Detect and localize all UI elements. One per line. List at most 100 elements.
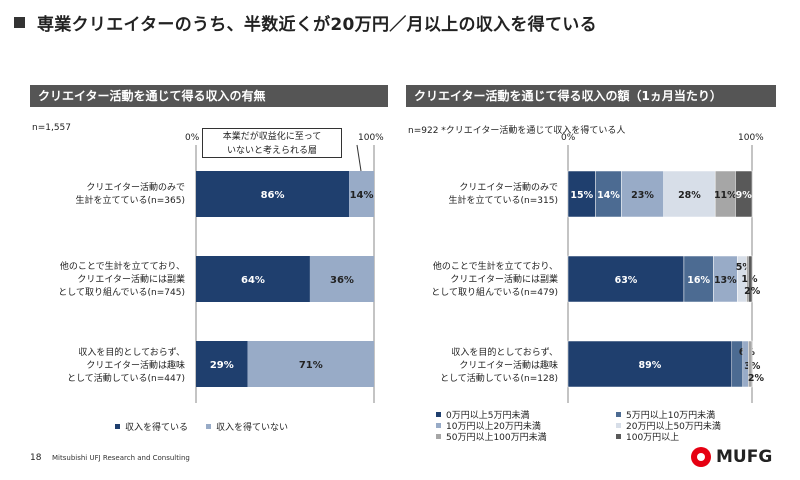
right-bar-segment	[567, 255, 685, 303]
category-line: クリエイター活動は趣味	[86, 361, 185, 371]
page-title: 専業クリエイターのうち、半数近くが20万円／月以上の収入を得ている	[37, 14, 597, 35]
left-bar-value-label: 71%	[299, 360, 323, 371]
right-sample-size: n=922 *クリエイター活動を通じて収入を得ている人	[408, 126, 626, 136]
legend-label: 収入を得ていない	[216, 423, 289, 433]
category-line: 他のことで生計を立てており、	[432, 262, 558, 272]
right-bar-segment	[567, 170, 596, 218]
mufg-logo-icon	[691, 447, 711, 467]
left-bar-value-label: 29%	[210, 360, 234, 371]
legend-item: 10万円以上20万円未満	[436, 420, 616, 432]
right-bar-value-label: 3%	[744, 361, 761, 372]
legend-label: 収入を得ている	[125, 423, 189, 433]
left-bar-value-label: 36%	[330, 275, 354, 286]
right-bar-value-label: 2%	[744, 286, 761, 297]
right-category-label-2: 他のことで生計を立てており、 クリエイター活動には副業 として取り組んでいる(n…	[408, 261, 558, 300]
legend-label: 0万円以上5万円未満	[446, 411, 530, 421]
left-panel-header: クリエイター活動を通じて得る収入の有無	[30, 85, 388, 107]
page-number: 18	[30, 453, 42, 463]
category-line: として取り組んでいる(n=745)	[58, 288, 185, 298]
right-bar-value-label: 63%	[615, 275, 638, 286]
right-bar-segment	[748, 340, 753, 388]
right-bar-value-label: 15%	[570, 190, 593, 201]
right-axis-start-label: 0%	[561, 133, 576, 143]
left-bar-segment	[309, 256, 374, 302]
left-bar-value-label: 14%	[350, 190, 374, 201]
legend-label: 20万円以上50万円未満	[626, 422, 721, 432]
company-name: Mitsubishi UFJ Research and Consulting	[52, 454, 190, 462]
left-category-label-2: 他のことで生計を立てており、 クリエイター活動には副業 として取り組んでいる(n…	[40, 261, 185, 300]
page-title-row: 専業クリエイターのうち、半数近くが20万円／月以上の収入を得ている	[14, 8, 597, 36]
legend-item: 5万円以上10万円未満	[616, 409, 746, 421]
category-line: 収入を目的としておらず、	[78, 348, 185, 358]
left-category-label-1: クリエイター活動のみで 生計を立てている(n=365)	[40, 182, 185, 208]
left-bar-segment	[247, 341, 374, 387]
legend-item: 収入を得ている	[115, 421, 189, 433]
mufg-logo-text: MUFG	[716, 447, 773, 467]
legend-label: 5万円以上10万円未満	[626, 411, 716, 421]
right-bar-segment	[567, 340, 733, 388]
right-bar-value-label: 23%	[631, 190, 654, 201]
legend-swatch	[616, 423, 621, 428]
category-line: クリエイター活動には副業	[450, 275, 558, 285]
left-bar-segment	[349, 171, 374, 217]
right-bar-segment	[748, 255, 753, 303]
category-line: 他のことで生計を立てており、	[59, 262, 185, 272]
legend-label: 50万円以上100万円未満	[446, 433, 547, 443]
category-line: として活動している(n=128)	[440, 374, 558, 384]
legend-item: 0万円以上5万円未満	[436, 409, 616, 421]
left-bar-segment	[196, 256, 310, 302]
right-axis-end-label: 100%	[738, 133, 764, 143]
category-line: 生計を立てている(n=315)	[448, 196, 558, 206]
right-bar-value-label: 2%	[748, 373, 765, 384]
legend-swatch	[206, 424, 212, 429]
right-bar-value-label: 89%	[639, 360, 662, 371]
left-axis-end-label: 100%	[358, 133, 384, 143]
category-line: クリエイター活動には副業	[77, 275, 185, 285]
legend-item: 50万円以上100万円未満	[436, 431, 616, 443]
right-bar-segment	[621, 170, 664, 218]
right-category-label-3: 収入を目的としておらず、 クリエイター活動は趣味 として活動している(n=128…	[408, 347, 558, 386]
callout-pointer-line	[356, 144, 362, 172]
mufg-logo: MUFG	[690, 446, 772, 468]
right-bar-segment	[735, 170, 753, 218]
category-line: クリエイター活動のみで	[459, 183, 558, 193]
right-bar-segment	[663, 170, 716, 218]
left-legend: 収入を得ている 収入を得ていない	[115, 421, 289, 433]
right-bar-value-label: 11%	[714, 190, 737, 201]
left-bar-segment	[196, 171, 350, 217]
right-bar-value-label: 16%	[687, 275, 710, 286]
category-line: 生計を立てている(n=365)	[75, 196, 185, 206]
category-line: として取り組んでいる(n=479)	[431, 288, 558, 298]
legend-swatch	[616, 434, 621, 439]
legend-label: 10万円以上20万円未満	[446, 422, 541, 432]
right-legend: 0万円以上5万円未満 5万円以上10万円未満 10万円以上20万円未満 20万円…	[436, 409, 746, 443]
right-bar-value-label: 14%	[597, 190, 620, 201]
title-bullet-icon	[14, 16, 25, 28]
right-bar-value-label: 9%	[736, 190, 753, 201]
left-bar-value-label: 64%	[241, 275, 265, 286]
callout-line: いないと考えられる層	[226, 146, 317, 156]
legend-item: 収入を得ていない	[206, 421, 289, 433]
callout-box: 本業だが収益化に至って いないと考えられる層	[202, 128, 342, 158]
right-bar-segment	[595, 170, 622, 218]
legend-swatch	[436, 423, 441, 428]
legend-swatch	[436, 412, 441, 417]
category-line: クリエイター活動は趣味	[459, 361, 558, 371]
right-bar-value-label: 5%	[736, 262, 753, 273]
legend-swatch	[616, 412, 621, 417]
category-line: クリエイター活動のみで	[86, 183, 185, 193]
legend-item: 20万円以上50万円未満	[616, 420, 746, 432]
callout-line: 本業だが収益化に至って	[222, 132, 322, 142]
left-category-label-3: 収入を目的としておらず、 クリエイター活動は趣味 として活動している(n=447…	[40, 347, 185, 386]
right-category-label-1: クリエイター活動のみで 生計を立てている(n=315)	[408, 182, 558, 208]
legend-item: 100万円以上	[616, 431, 746, 443]
category-line: として活動している(n=447)	[67, 374, 185, 384]
right-bar-value-label: 28%	[678, 190, 701, 201]
right-bar-value-label: 13%	[714, 275, 737, 286]
left-bar-segment	[196, 341, 248, 387]
legend-swatch	[115, 424, 120, 429]
category-line: 収入を目的としておらず、	[451, 348, 558, 358]
right-panel-header: クリエイター活動を通じて得る収入の額（1ヵ月当たり）	[406, 85, 776, 107]
legend-swatch	[436, 434, 441, 439]
